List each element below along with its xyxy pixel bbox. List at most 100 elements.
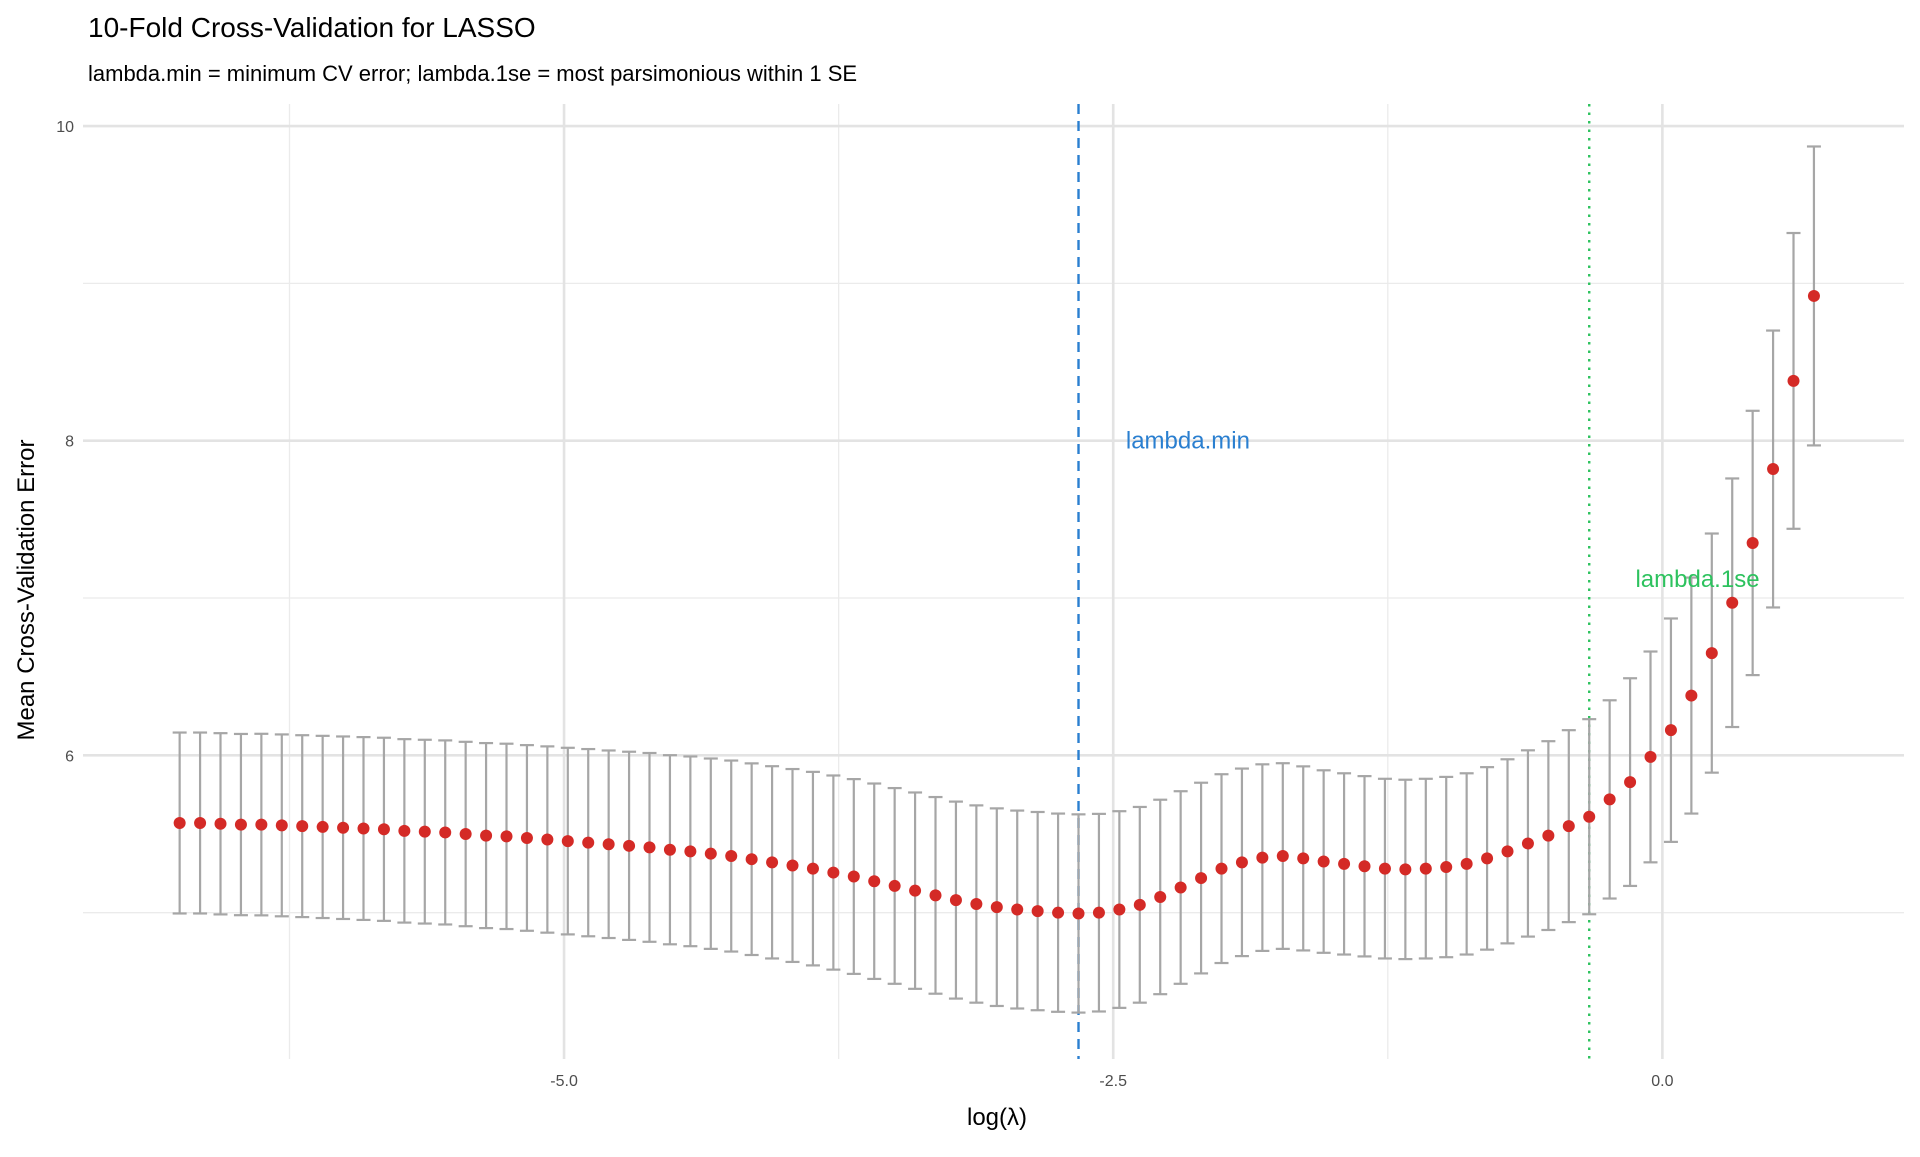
data-point	[1133, 898, 1146, 911]
error-bars	[172, 145, 1821, 1014]
x-tick-label: -2.5	[1099, 1073, 1127, 1090]
data-point	[1767, 463, 1780, 476]
data-point	[1562, 820, 1575, 833]
data-point	[1419, 862, 1432, 875]
data-point	[173, 817, 186, 830]
data-point	[1624, 776, 1637, 789]
data-point	[377, 823, 390, 836]
data-point	[909, 884, 922, 897]
data-point	[520, 831, 533, 844]
data-point	[990, 901, 1003, 914]
lambda-min-label: lambda.min	[1126, 428, 1250, 455]
data-point	[357, 822, 370, 835]
data-point	[418, 825, 431, 838]
data-point	[194, 817, 207, 830]
data-point	[1460, 857, 1473, 870]
grid	[83, 104, 1904, 1059]
data-point	[1276, 850, 1289, 863]
data-point	[725, 850, 738, 863]
data-point	[1052, 906, 1065, 919]
data-point	[459, 828, 472, 841]
data-point	[806, 862, 819, 875]
data-point	[1746, 536, 1759, 549]
data-point	[1705, 647, 1718, 660]
chart-subtitle: lambda.min = minimum CV error; lambda.1s…	[88, 61, 857, 86]
y-axis-title: Mean Cross-Validation Error	[13, 439, 40, 740]
data-point	[1481, 852, 1494, 865]
data-point	[847, 870, 860, 883]
data-point	[704, 847, 717, 860]
data-point	[1521, 837, 1534, 850]
data-point	[745, 853, 758, 866]
data-point	[500, 830, 513, 843]
data-point	[1235, 856, 1248, 869]
data-point	[1113, 903, 1126, 916]
data-point	[1685, 689, 1698, 702]
y-tick-label: 6	[65, 748, 74, 765]
data-point	[684, 845, 697, 858]
data-point	[602, 838, 615, 851]
data-point	[398, 824, 411, 837]
data-point	[1174, 881, 1187, 894]
data-point	[1726, 596, 1739, 609]
data-point	[1399, 863, 1412, 876]
data-point	[1317, 855, 1330, 868]
data-point	[582, 836, 595, 849]
data-point	[275, 819, 288, 832]
data-point	[1664, 724, 1677, 737]
data-point	[234, 818, 247, 831]
data-point	[868, 875, 881, 888]
data-point	[296, 820, 309, 833]
data-point	[1011, 903, 1024, 916]
data-point	[561, 835, 574, 848]
data-point	[623, 839, 636, 852]
data-point	[827, 866, 840, 879]
data-point	[1195, 872, 1208, 885]
data-point	[1378, 862, 1391, 875]
data-point	[1501, 845, 1514, 858]
data-point	[316, 820, 329, 833]
x-axis-title: log(λ)	[967, 1104, 1027, 1131]
y-tick-label: 10	[56, 119, 74, 136]
data-point	[970, 898, 983, 911]
data-point	[337, 821, 350, 834]
data-point	[214, 817, 227, 830]
data-point	[663, 843, 676, 856]
points	[173, 289, 1820, 920]
data-point	[1031, 905, 1044, 918]
data-point	[1338, 857, 1351, 870]
data-point	[766, 856, 779, 869]
data-point	[643, 841, 656, 854]
data-point	[1072, 907, 1085, 920]
data-point	[1092, 906, 1105, 919]
data-point	[1807, 289, 1820, 302]
data-point	[541, 833, 554, 846]
data-point	[1154, 890, 1167, 903]
data-point	[1297, 852, 1310, 865]
data-point	[1358, 860, 1371, 873]
data-point	[888, 879, 901, 892]
lambda-1se-label: lambda.1se	[1635, 566, 1759, 593]
chart-title: 10-Fold Cross-Validation for LASSO	[88, 12, 536, 43]
data-point	[1440, 861, 1453, 874]
reference-lines	[1077, 104, 1591, 1059]
data-point	[929, 889, 942, 902]
data-point	[949, 894, 962, 907]
y-tick-label: 8	[65, 434, 74, 451]
data-point	[1603, 793, 1616, 806]
data-point	[1256, 851, 1269, 864]
data-point	[255, 818, 268, 831]
x-tick-label: -5.0	[550, 1073, 578, 1090]
data-point	[1644, 750, 1657, 763]
data-point	[1787, 374, 1800, 387]
tick-labels: 6 8 10 -5.0 -2.5 0.0	[56, 119, 1673, 1090]
data-point	[1583, 810, 1596, 823]
x-tick-label: 0.0	[1651, 1073, 1673, 1090]
data-point	[1215, 862, 1228, 875]
data-point	[480, 829, 493, 842]
annotations: lambda.min lambda.1se	[1126, 428, 1760, 593]
data-point	[786, 859, 799, 872]
data-point	[439, 826, 452, 839]
data-point	[1542, 829, 1555, 842]
